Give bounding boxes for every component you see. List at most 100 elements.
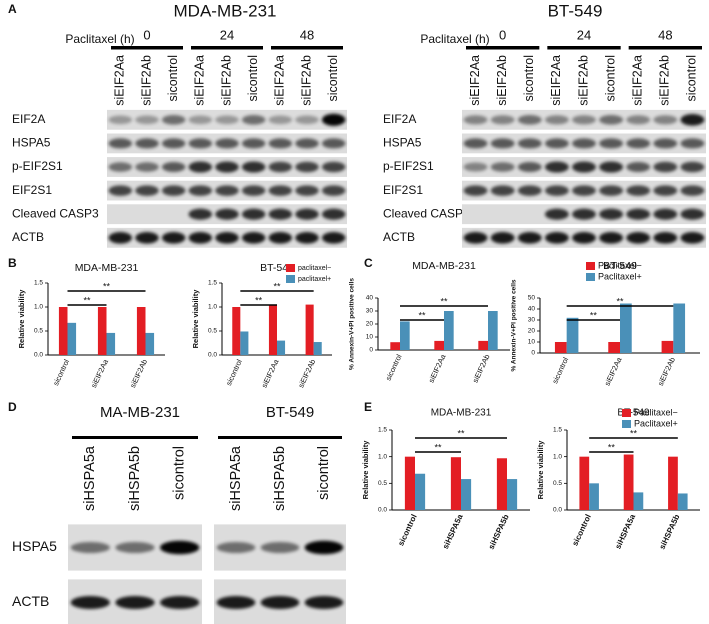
legend-label: Paclitaxel− xyxy=(634,407,678,417)
y-tick-label: 1.0 xyxy=(34,304,43,311)
y-tick-label: 0 xyxy=(531,350,535,357)
y-tick-label: 1.0 xyxy=(208,304,217,311)
band xyxy=(108,162,133,172)
lane-label: siEIF2Aa xyxy=(273,55,287,106)
band xyxy=(680,208,705,220)
band xyxy=(572,208,596,220)
y-tick-label: 30 xyxy=(528,317,536,324)
chart-title: MDA-MB-231 xyxy=(431,408,492,419)
bar xyxy=(507,479,518,510)
significance-label: ** xyxy=(418,310,426,320)
band xyxy=(215,185,239,196)
lane-label: siHSPA5a xyxy=(228,445,244,511)
lane-label: siEIF2Ab xyxy=(576,55,590,106)
band xyxy=(599,138,624,149)
lane-label: siEIF2Ab xyxy=(495,55,509,106)
significance-label: ** xyxy=(103,281,111,291)
band xyxy=(188,232,213,244)
band xyxy=(490,185,515,196)
band xyxy=(653,232,678,244)
band xyxy=(572,115,596,125)
y-tick-label: 0.5 xyxy=(34,328,43,335)
lane-label: sicontrol xyxy=(246,55,260,102)
band xyxy=(680,232,705,244)
band xyxy=(544,185,569,196)
x-tick-label: siEIF2Aa xyxy=(427,352,448,384)
x-tick-label: sicontrol xyxy=(224,358,244,387)
y-axis-label: % Annexin-V+PI positive cells xyxy=(349,278,356,370)
time-bar xyxy=(547,46,621,50)
lane-label: sicontrol xyxy=(603,55,617,102)
x-tick-label: siHSPA5a xyxy=(613,512,637,550)
timepoint: 0 xyxy=(499,27,506,42)
band xyxy=(653,138,678,149)
bar xyxy=(633,492,644,510)
row-label: ACTB xyxy=(383,230,415,244)
bar xyxy=(661,340,674,353)
y-tick-label: 40 xyxy=(366,295,374,302)
band xyxy=(161,185,186,196)
time-bar xyxy=(271,46,343,50)
band xyxy=(70,596,110,609)
lane-label: sicontrol xyxy=(326,55,340,102)
legend-label: paclitaxel− xyxy=(298,265,331,272)
bar xyxy=(488,311,498,350)
bar xyxy=(67,322,77,355)
band xyxy=(321,113,346,126)
band xyxy=(653,208,678,220)
band xyxy=(626,185,651,196)
band xyxy=(490,162,515,172)
y-tick-label: 40 xyxy=(528,306,536,313)
lane-label: siEIF2Aa xyxy=(468,55,482,106)
band xyxy=(241,208,266,220)
band xyxy=(599,185,624,196)
band xyxy=(161,115,186,125)
lane-label: sicontrol xyxy=(171,446,187,500)
panel-label: C xyxy=(364,256,373,270)
x-tick-label: sicontrol xyxy=(396,513,418,547)
chart-title: MDA-MB-231 xyxy=(412,260,476,272)
band xyxy=(544,161,569,173)
y-tick-label: 10 xyxy=(366,334,374,341)
y-axis-label: Relative viability xyxy=(17,289,26,349)
band xyxy=(135,232,159,244)
band xyxy=(295,208,319,220)
lane-label: sicontrol xyxy=(166,55,180,102)
band xyxy=(680,114,705,126)
y-tick-label: 0.5 xyxy=(553,480,562,487)
band xyxy=(268,208,293,220)
bar xyxy=(579,456,590,510)
band xyxy=(626,138,651,149)
band xyxy=(135,138,159,149)
lane-label: siHSPA5a xyxy=(82,445,98,511)
band xyxy=(544,208,569,220)
y-tick-label: 1.0 xyxy=(553,453,562,460)
band xyxy=(321,208,346,220)
x-tick-label: siHSPA5a xyxy=(441,512,465,550)
significance-label: ** xyxy=(457,428,465,438)
row-label: HSPA5 xyxy=(12,136,51,150)
bar xyxy=(677,493,688,510)
legend-swatch xyxy=(622,420,631,428)
bar xyxy=(554,342,567,353)
bar xyxy=(450,457,461,510)
y-tick-label: 1.5 xyxy=(378,427,387,434)
band xyxy=(517,115,542,125)
legend-swatch xyxy=(586,262,595,270)
row-label: EIF2S1 xyxy=(12,183,52,197)
bar xyxy=(496,458,507,510)
band xyxy=(241,185,266,196)
band xyxy=(517,138,542,149)
lane-label: sicontrol xyxy=(316,446,332,500)
band xyxy=(241,138,266,149)
x-tick-label: siEIF2Ab xyxy=(471,353,492,384)
significance-label: ** xyxy=(440,296,448,306)
y-tick-label: 0.0 xyxy=(208,352,217,359)
band xyxy=(295,115,319,125)
x-tick-label: sicontrol xyxy=(550,356,570,385)
lane-label: siEIF2Aa xyxy=(113,55,127,106)
lane-label: siEIF2Aa xyxy=(631,55,645,106)
legend-swatch xyxy=(286,275,295,283)
legend-swatch xyxy=(286,264,295,272)
band xyxy=(108,138,133,149)
